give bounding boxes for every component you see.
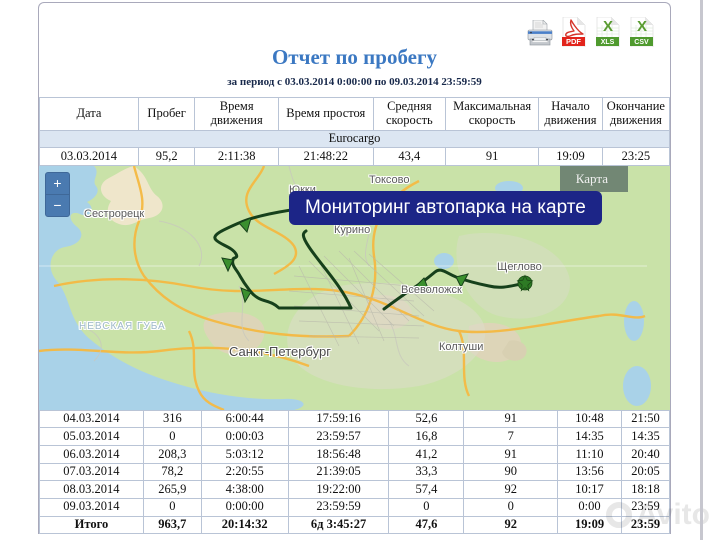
svg-text:PDF: PDF: [566, 37, 581, 46]
svg-text:X: X: [637, 18, 647, 35]
svg-text:CSV: CSV: [634, 39, 649, 46]
svg-text:XLS: XLS: [601, 39, 615, 46]
svg-text:X: X: [603, 18, 613, 35]
